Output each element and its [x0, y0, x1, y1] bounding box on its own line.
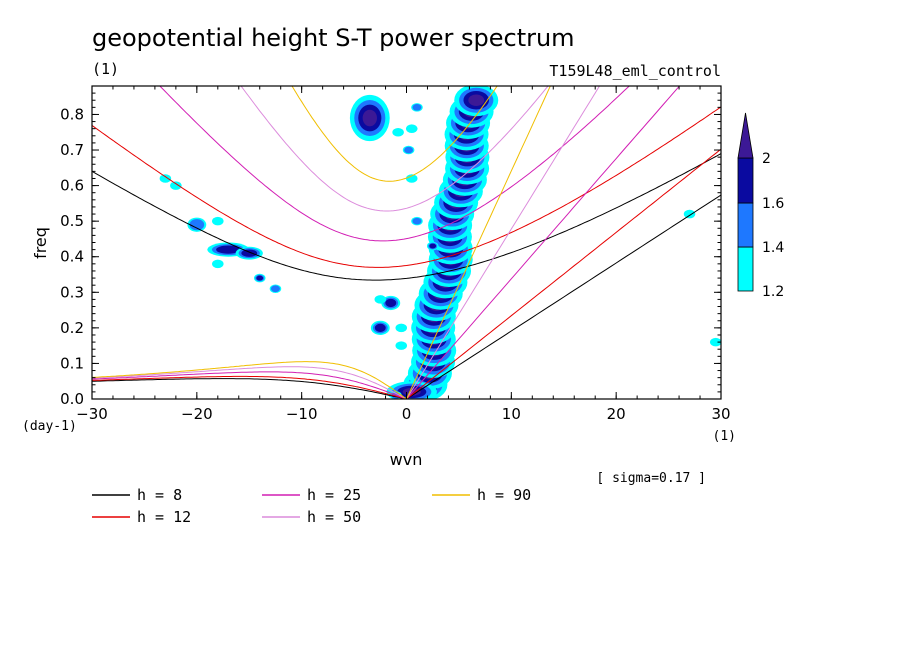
chart-title: geopotential height S-T power spectrum	[92, 24, 575, 52]
chart-subtitle-experiment: T159L48_eml_control	[549, 62, 721, 80]
spectral-patch	[212, 259, 224, 269]
spectral-patch	[404, 146, 414, 154]
y-tick-label: 0.1	[60, 354, 84, 372]
y-tick-label: 0.6	[60, 177, 84, 195]
kelvin-wave-curve	[406, 148, 721, 399]
spectral-peak	[241, 249, 258, 257]
x-tick-label: −20	[181, 405, 213, 423]
inertio-gravity-wave-curve	[92, 153, 721, 281]
spectral-patch	[256, 275, 264, 281]
legend-label: h = 90	[477, 486, 531, 504]
y-tick-label: 0.5	[60, 212, 84, 230]
spectral-patch	[212, 216, 224, 226]
spectral-patch	[392, 127, 404, 137]
inertio-gravity-wave-curve	[240, 86, 549, 212]
legend-label: h = 25	[307, 486, 361, 504]
spectral-patch	[159, 174, 172, 183]
rossby-wave-curve	[92, 371, 407, 399]
inertio-gravity-wave-curve	[92, 106, 721, 268]
inertio-gravity-wave-curve	[159, 86, 631, 242]
rossby-wave-curve	[92, 361, 407, 399]
colorbar-extension	[737, 112, 754, 159]
legend-label: h = 50	[307, 508, 361, 526]
colorbar-label: 1.2	[762, 284, 784, 300]
colorbar-segment	[737, 202, 754, 248]
y-tick-label: 0.8	[60, 105, 84, 123]
y-tick-label: 0.2	[60, 319, 84, 337]
spectral-patch	[412, 104, 422, 111]
legend-label: h = 12	[137, 508, 191, 526]
plot-frame	[91, 85, 722, 400]
y-axis: 0.0 0.1 0.2 0.3 0.4 0.5 0.6 0.7 0.8	[60, 85, 721, 408]
spectral-peak	[189, 219, 205, 231]
legend: h = 8 h = 12 h = 25 h = 50 h = 90	[92, 486, 531, 526]
x-tick-label: 10	[502, 405, 521, 423]
spectral-patch	[429, 243, 437, 249]
spectral-patch	[270, 285, 280, 293]
rossby-wave-curve	[92, 366, 407, 399]
kelvin-wave-curve	[406, 86, 551, 399]
spectral-patch	[683, 209, 696, 219]
y-axis-label: freq	[31, 227, 50, 259]
spectral-patch	[374, 295, 387, 304]
x-tick-label: 0	[402, 405, 412, 423]
inertio-gravity-wave-curve	[291, 86, 498, 182]
x-tick-label: 30	[711, 405, 730, 423]
spectral-patch	[405, 174, 418, 183]
x-axis-label: wvn	[390, 450, 423, 469]
x-axis-unit: (1)	[713, 429, 736, 444]
spectral-peak	[216, 245, 241, 254]
spectral-peak	[374, 323, 386, 332]
spectral-patch	[395, 341, 408, 350]
spectrum-contours	[159, 86, 721, 399]
spectral-patch	[412, 217, 422, 225]
x-axis: −30 −20 −10 0 10 20 30	[76, 86, 731, 423]
x-tick-label: −10	[286, 405, 318, 423]
x-tick-label: 20	[607, 405, 626, 423]
colorbar: 1.2 1.4 1.6 2	[737, 112, 784, 300]
spectral-patch	[709, 337, 721, 347]
x-tick-label: −30	[76, 405, 108, 423]
dispersion-curves	[92, 86, 721, 399]
spectral-patch	[395, 323, 408, 333]
colorbar-label: 1.6	[762, 196, 784, 212]
kelvin-wave-curve	[406, 86, 681, 399]
kelvin-wave-curve	[406, 194, 721, 399]
y-axis-unit: (day-1)	[22, 419, 77, 434]
spectral-patch	[170, 181, 182, 190]
colorbar-segment	[737, 157, 754, 204]
spectral-peak	[385, 298, 397, 308]
spectral-peak	[362, 109, 377, 127]
rossby-wave-curve	[92, 378, 407, 399]
spectral-ridge-peak	[468, 94, 485, 106]
spectral-peak	[402, 388, 421, 396]
rossby-wave-curve	[92, 375, 407, 399]
legend-label: h = 8	[137, 486, 182, 504]
colorbar-segment	[737, 246, 754, 292]
colorbar-label: 2	[762, 151, 771, 167]
y-tick-label: 0.4	[60, 248, 84, 266]
kelvin-wave-curve	[406, 86, 601, 399]
colorbar-label: 1.4	[762, 240, 784, 256]
chart-subtitle-unit: (1)	[92, 60, 119, 78]
y-tick-label: 0.3	[60, 283, 84, 301]
spectral-patch	[405, 124, 418, 133]
y-tick-label: 0.7	[60, 141, 84, 159]
sigma-note: [ sigma=0.17 ]	[596, 471, 706, 486]
y-tick-label: 0.0	[60, 390, 84, 408]
